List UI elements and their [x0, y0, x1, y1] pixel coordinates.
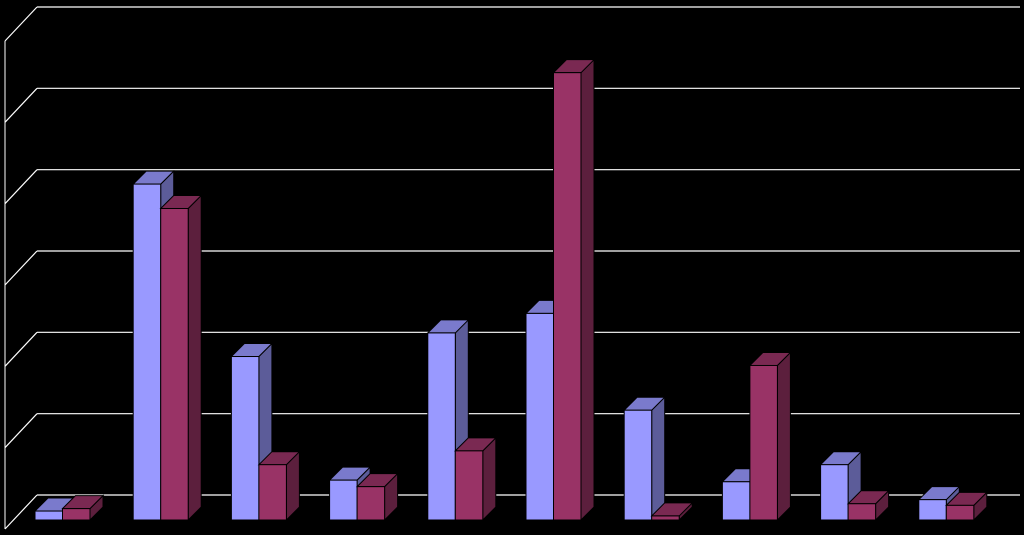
bar	[34, 510, 63, 521]
bar	[132, 183, 162, 521]
bar-side	[482, 436, 497, 522]
bar	[454, 450, 484, 521]
bar	[427, 332, 456, 521]
bar	[623, 409, 653, 521]
bar	[721, 481, 751, 521]
grid-line-side	[4, 250, 38, 286]
grid-line-side	[4, 494, 38, 530]
bar	[525, 312, 554, 521]
bar	[945, 504, 975, 521]
bar	[918, 499, 947, 521]
bar	[329, 479, 358, 521]
grid-line-side	[4, 413, 38, 449]
grid-line-side	[4, 6, 38, 42]
bar	[651, 515, 680, 521]
grid-line-side	[4, 169, 38, 205]
bar	[160, 207, 189, 521]
bar-side	[580, 58, 595, 522]
grid-line-side	[4, 331, 38, 367]
bar-side	[776, 351, 791, 522]
bar	[258, 464, 287, 521]
bar-side	[187, 194, 202, 522]
grid-line-side	[4, 87, 38, 123]
bar	[847, 503, 877, 521]
bar	[749, 364, 778, 521]
bar	[553, 72, 582, 521]
bar	[230, 356, 260, 521]
bar	[62, 508, 91, 521]
bar-side	[651, 395, 666, 522]
bar	[356, 486, 386, 521]
bar	[820, 464, 849, 521]
